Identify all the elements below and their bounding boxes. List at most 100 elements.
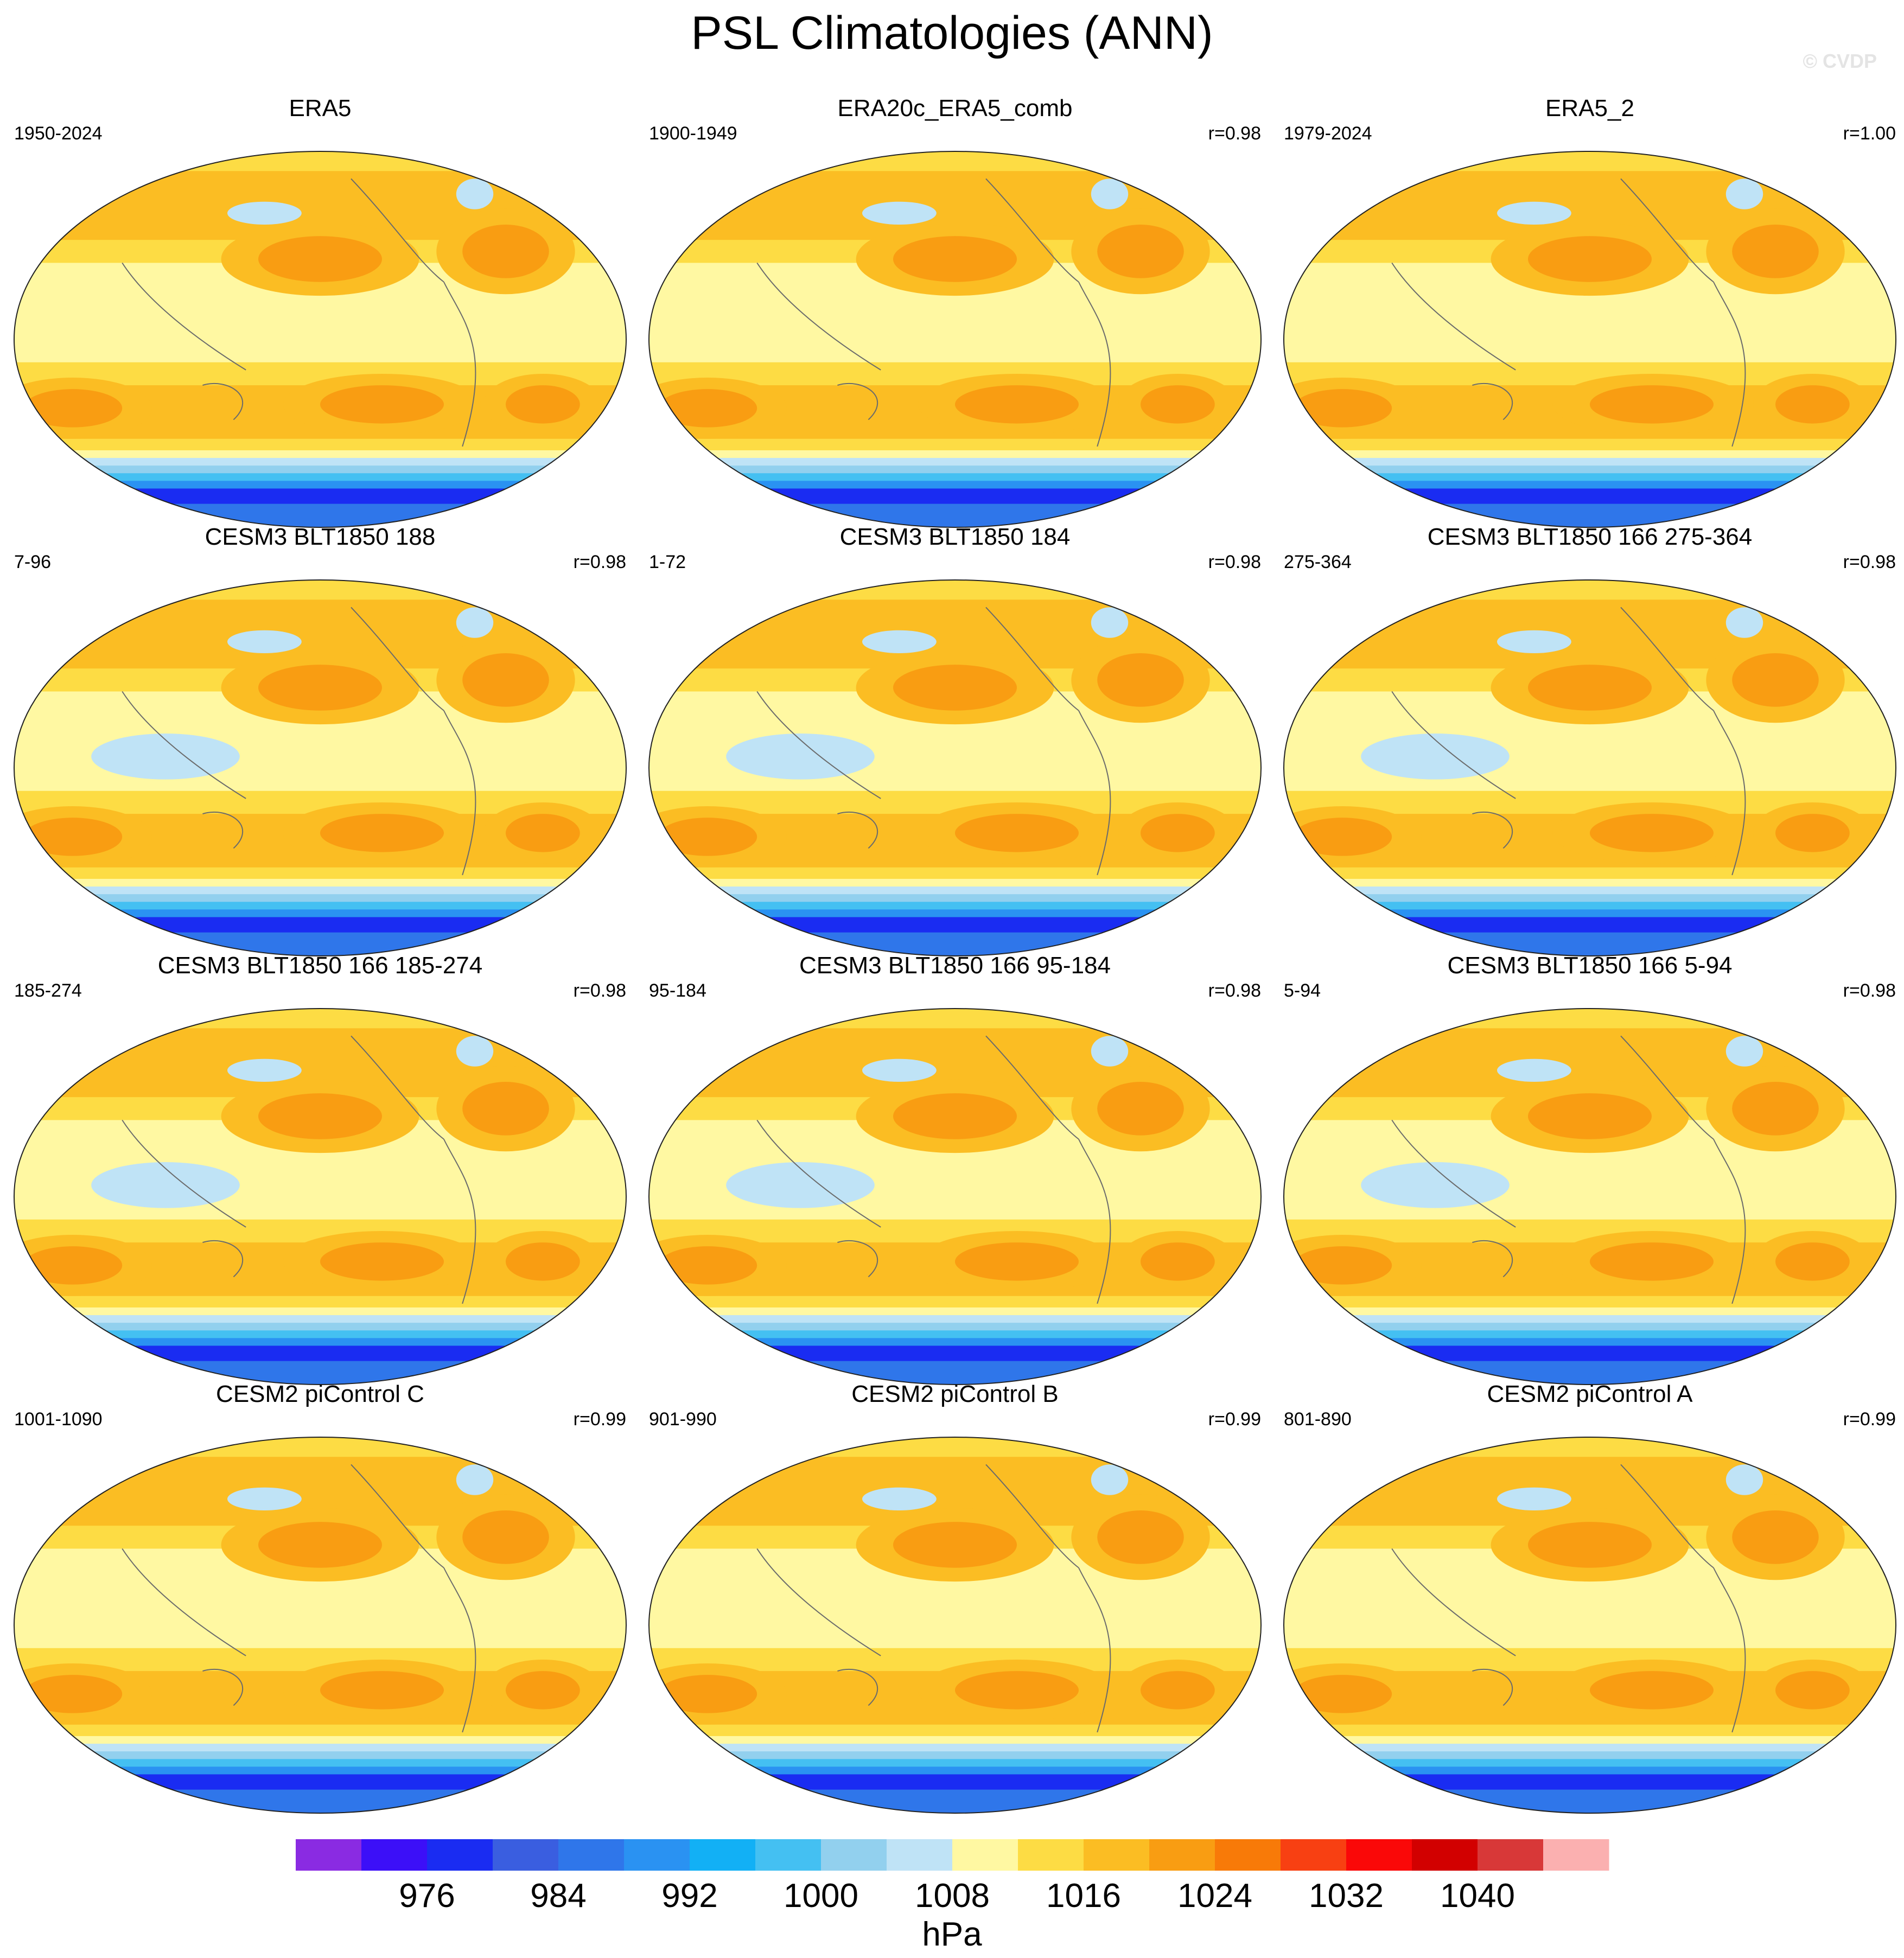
map-outline xyxy=(648,151,1262,528)
coastline xyxy=(122,1464,476,1733)
map-panel: CESM3 BLT1850 166 275-364 275-364 r=0.98 xyxy=(1275,524,1904,956)
high-pressure-core xyxy=(893,236,1017,282)
low-pressure-cell xyxy=(1725,1036,1763,1067)
low-pressure-cell xyxy=(456,1036,494,1067)
low-pressure-cell xyxy=(227,1487,302,1510)
pressure-band xyxy=(14,1751,626,1760)
map-outline xyxy=(14,151,627,528)
panel-period: 95-184 xyxy=(649,980,706,1001)
high-pressure-core xyxy=(1097,225,1184,278)
high-pressure-core xyxy=(462,1082,549,1136)
pressure-band xyxy=(649,1766,1261,1775)
pressure-band xyxy=(1284,458,1896,467)
high-pressure-core xyxy=(258,665,382,711)
map-panel: CESM3 BLT1850 166 95-184 95-184 r=0.98 xyxy=(640,952,1270,1385)
panel-period: 5-94 xyxy=(1284,980,1321,1001)
coastline xyxy=(122,607,476,876)
low-pressure-cell xyxy=(227,1058,302,1082)
pressure-band xyxy=(14,886,626,895)
panel-period: 1001-1090 xyxy=(14,1409,103,1430)
colorbar-swatch xyxy=(755,1839,822,1871)
pressure-band xyxy=(1284,1307,1896,1316)
psl-map xyxy=(14,1437,627,1814)
pressure-band xyxy=(14,1774,626,1790)
panel-title: ERA5_2 xyxy=(1545,95,1634,122)
pressure-band xyxy=(649,465,1261,474)
pressure-band xyxy=(1284,1759,1896,1768)
map-panel: CESM3 BLT1850 184 1-72 r=0.98 xyxy=(640,524,1270,956)
coastline xyxy=(1391,607,1746,876)
map-outline xyxy=(14,579,627,956)
pressure-band xyxy=(649,902,1261,910)
low-pressure-cell xyxy=(227,201,302,225)
map-panel: CESM3 BLT1850 188 7-96 r=0.98 xyxy=(5,524,635,956)
low-pressure-cell xyxy=(1091,1464,1129,1495)
pressure-band xyxy=(649,1751,1261,1760)
colorbar-swatch xyxy=(1215,1839,1281,1871)
maritime-low xyxy=(726,1162,875,1208)
high-pressure-core xyxy=(506,1671,580,1710)
maritime-low xyxy=(1361,734,1510,780)
panel-correlation: r=0.98 xyxy=(573,980,626,1001)
panel-period: 1-72 xyxy=(649,552,686,572)
panel-title: CESM3 BLT1850 166 95-184 xyxy=(799,952,1111,979)
coastline xyxy=(1391,1464,1746,1733)
map-panel: CESM2 piControl C 1001-1090 r=0.99 xyxy=(5,1381,635,1814)
panel-correlation: r=0.98 xyxy=(1843,980,1896,1001)
pressure-band xyxy=(14,917,626,933)
map-outline xyxy=(648,579,1262,956)
coastline xyxy=(122,1035,476,1304)
high-pressure-core xyxy=(1097,653,1184,707)
pressure-band xyxy=(649,473,1261,482)
colorbar-swatch xyxy=(1149,1839,1215,1871)
pressure-band xyxy=(649,450,1261,459)
colorbar-swatch xyxy=(887,1839,953,1871)
low-pressure-cell xyxy=(1497,201,1571,225)
pressure-band xyxy=(649,917,1261,933)
map-outline xyxy=(1283,151,1896,528)
colorbar-tick-label: 1008 xyxy=(915,1877,990,1915)
pressure-band xyxy=(649,1736,1261,1745)
high-pressure-core xyxy=(658,818,757,856)
pressure-band xyxy=(14,1736,626,1745)
psl-map xyxy=(1283,1437,1896,1814)
pressure-band xyxy=(1284,1296,1896,1308)
high-pressure-core xyxy=(320,385,444,424)
colorbar-unit: hPa xyxy=(922,1916,982,1953)
pressure-band xyxy=(14,1296,626,1308)
high-pressure-core xyxy=(1775,1671,1850,1710)
pressure-band xyxy=(1284,1028,1896,1044)
pressure-band xyxy=(649,867,1261,879)
high-pressure-core xyxy=(658,1246,757,1285)
colorbar-swatch xyxy=(1084,1839,1150,1871)
pressure-band xyxy=(1284,902,1896,910)
map-panel: ERA20c_ERA5_comb 1900-1949 r=0.98 xyxy=(640,95,1270,528)
psl-map xyxy=(14,1008,627,1385)
high-pressure-core xyxy=(893,1093,1017,1139)
high-pressure-core xyxy=(1528,1522,1652,1568)
panel-period: 185-274 xyxy=(14,980,82,1001)
low-pressure-cell xyxy=(1091,178,1129,209)
high-pressure-core xyxy=(1292,1675,1392,1713)
high-pressure-core xyxy=(955,1242,1079,1281)
pressure-band xyxy=(649,488,1261,505)
colorbar-swatch xyxy=(361,1839,428,1871)
pressure-band xyxy=(14,1724,626,1737)
colorbar-swatch xyxy=(1412,1839,1478,1871)
pressure-band xyxy=(14,909,626,918)
pressure-band xyxy=(14,458,626,467)
high-pressure-core xyxy=(1590,1671,1714,1710)
pressure-band xyxy=(1284,1736,1896,1745)
panel-title: ERA20c_ERA5_comb xyxy=(837,95,1073,122)
map-panel: CESM3 BLT1850 166 5-94 5-94 r=0.98 xyxy=(1275,952,1904,1385)
map-panel: ERA5_2 1979-2024 r=1.00 xyxy=(1275,95,1904,528)
pressure-band xyxy=(649,909,1261,918)
colorbar-tick-label: 1032 xyxy=(1309,1877,1384,1915)
pressure-band xyxy=(649,458,1261,467)
coastline xyxy=(756,178,1111,447)
colorbar-swatch xyxy=(493,1839,559,1871)
pressure-band xyxy=(14,894,626,903)
high-pressure-core xyxy=(1590,1242,1714,1281)
pressure-band xyxy=(649,1457,1261,1473)
high-pressure-core xyxy=(1141,385,1215,424)
